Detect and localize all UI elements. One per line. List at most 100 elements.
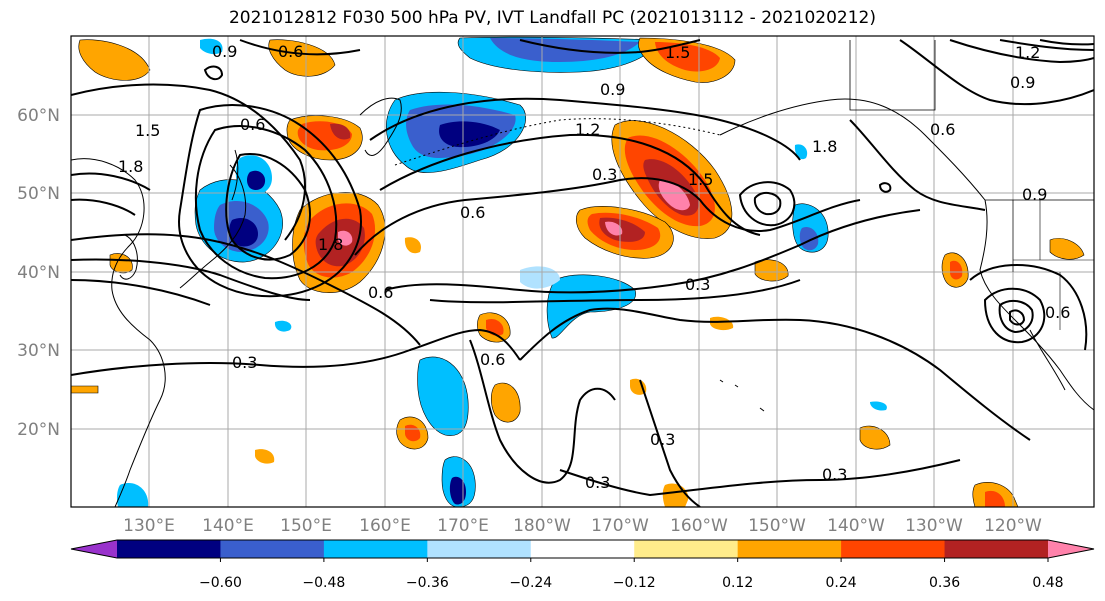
positive-anomaly-region <box>950 260 963 280</box>
contour-label: 0.6 <box>368 283 393 302</box>
contour-label: 0.6 <box>1045 303 1070 322</box>
pv-contour <box>384 209 921 294</box>
pv-contour <box>469 339 616 484</box>
latitude-labels: 60°N 50°N 40°N 30°N 20°N <box>17 106 60 440</box>
pv-contour <box>354 177 861 256</box>
positive-anomaly-region <box>255 449 275 464</box>
positive-anomaly-region <box>330 123 351 140</box>
positive-anomaly-region <box>605 221 623 236</box>
positive-anomaly-region <box>655 42 720 72</box>
negative-anomaly-region <box>116 482 149 507</box>
negative-anomaly-region <box>274 320 292 332</box>
pv-contour <box>71 279 211 306</box>
positive-anomaly-region <box>985 490 1005 507</box>
pv-contour <box>999 39 1094 51</box>
lat-label: 60°N <box>17 106 60 126</box>
pv-contour <box>899 39 1094 106</box>
contour-label: 0.6 <box>460 203 485 222</box>
colorbar-swatch <box>737 540 842 558</box>
colorbar-tick-label: −0.48 <box>302 575 345 591</box>
contour-label: 0.3 <box>592 165 617 184</box>
lon-label: 140°W <box>827 516 885 536</box>
contour-label: 1.8 <box>318 235 343 254</box>
pv-contour <box>519 307 1031 441</box>
contour-label: 0.3 <box>685 275 710 294</box>
pv-contours <box>71 39 1094 507</box>
pv-contour <box>225 153 311 261</box>
contour-label: 0.9 <box>1022 185 1047 204</box>
lat-label: 50°N <box>17 184 60 204</box>
colorbar-swatch <box>1048 540 1094 558</box>
japan-coastline <box>179 164 247 289</box>
pv-contour <box>639 379 701 507</box>
contour-label: 0.6 <box>480 350 505 369</box>
positive-anomaly-region <box>268 39 336 77</box>
lat-label: 20°N <box>17 420 60 440</box>
pv-contour <box>178 104 362 298</box>
negative-anomaly-region <box>794 144 808 160</box>
pv-contour <box>1039 39 1094 46</box>
pv-contour <box>71 328 521 376</box>
lon-label: 150°E <box>280 516 332 536</box>
us-state-lines <box>1012 200 1094 330</box>
colorbar-swatch <box>634 540 739 558</box>
korea-coastline <box>119 234 138 280</box>
gridlines <box>71 36 1094 507</box>
contour-labels: 0.9 0.6 1.5 1.2 0.9 1.8 1.5 0.6 1.2 0.9 … <box>118 42 1070 492</box>
positive-anomaly-region <box>1049 238 1085 260</box>
contour-label: 1.2 <box>575 120 600 139</box>
negative-anomaly-region <box>490 38 640 62</box>
lon-label: 170°E <box>437 516 489 536</box>
contour-label: 1.8 <box>812 137 837 156</box>
colorbar-tick-label: 0.24 <box>826 575 857 591</box>
contour-label: 1.2 <box>1015 43 1040 62</box>
contour-label: 0.3 <box>232 353 257 372</box>
contour-label: 1.5 <box>665 43 690 62</box>
pv-contour <box>878 182 892 193</box>
negative-anomaly-region <box>870 401 887 411</box>
positive-anomaly-region <box>109 253 133 274</box>
hawaii-islands <box>719 379 765 412</box>
colorbar-tick-label: 0.36 <box>929 575 960 591</box>
positive-anomaly-region <box>658 179 690 211</box>
colorbar-swatch <box>220 540 325 558</box>
pv-contour <box>369 97 801 161</box>
pv-contour <box>203 65 224 81</box>
contour-label: 1.8 <box>118 157 143 176</box>
pv-contour <box>71 233 421 346</box>
alaska-coastline <box>719 98 986 201</box>
sakhalin-coastline <box>231 149 239 201</box>
colorbar-swatch <box>427 540 532 558</box>
negative-anomaly-region <box>229 217 258 247</box>
pv-contour <box>559 459 961 497</box>
colorbar-swatch <box>944 540 1049 558</box>
positive-anomaly-region <box>404 237 421 254</box>
contour-label: 0.3 <box>822 465 847 484</box>
positive-anomaly-region <box>71 385 99 394</box>
shaded-anomaly-regions <box>71 36 1085 507</box>
positive-anomaly-region <box>710 316 734 331</box>
colorbar-tick-label: 0.48 <box>1032 575 1063 591</box>
lat-label: 40°N <box>17 263 60 283</box>
pv-contour <box>429 279 801 304</box>
colorbar-swatch <box>841 540 946 558</box>
lon-label: 150°W <box>748 516 806 536</box>
pv-contour <box>998 299 1034 334</box>
colorbar-swatch <box>323 540 428 558</box>
positive-anomaly-region <box>754 259 789 282</box>
pv-contour <box>71 172 151 191</box>
pv-contour <box>71 258 311 301</box>
colorbar-tick-label: 0.12 <box>722 575 753 591</box>
positive-anomaly-region <box>859 425 891 450</box>
lon-label: 130°E <box>123 516 175 536</box>
contour-label: 0.9 <box>1010 73 1035 92</box>
pv-contour <box>753 192 782 216</box>
colorbar-tick-label: −0.60 <box>199 575 242 591</box>
negative-anomaly-region <box>799 226 819 251</box>
negative-anomaly-region <box>200 38 223 55</box>
colorbar: −0.60 −0.48 −0.36 −0.24 −0.12 0.12 0.24 0.36 0.4… <box>70 539 1095 591</box>
contour-label: 0.3 <box>585 473 610 492</box>
contour-label: 1.5 <box>688 170 713 189</box>
colorbar-swatch <box>530 540 635 558</box>
colorbar-ticks: −0.60 −0.48 −0.36 −0.24 −0.12 0.12 0.24 0.36 0.4… <box>199 558 1064 591</box>
